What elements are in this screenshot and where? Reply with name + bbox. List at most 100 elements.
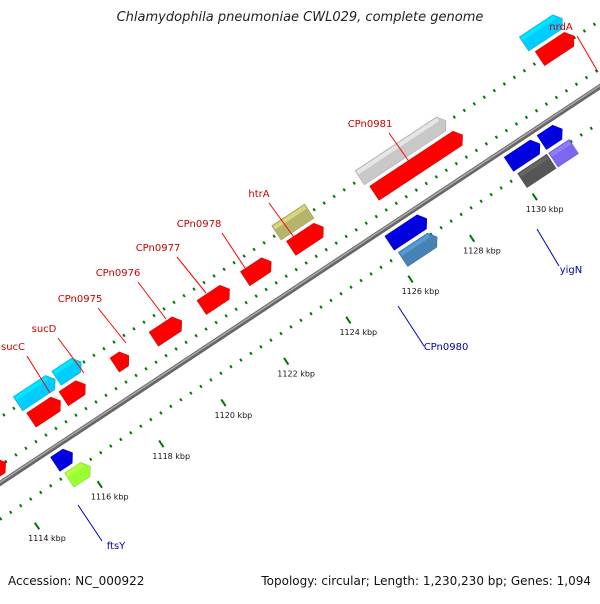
- tick-mark: [531, 192, 538, 201]
- gene-feature: [503, 139, 541, 172]
- tick-label: 1122 kbp: [277, 369, 315, 378]
- gene-feature: [369, 130, 463, 201]
- map-title: Chlamydophila pneumoniae CWL029, complet…: [116, 10, 484, 25]
- gene-label: sucD: [32, 324, 57, 335]
- gene-feature-body: [50, 448, 73, 472]
- gene-label-leader: [77, 504, 103, 542]
- gene-feature-highlight: [520, 15, 556, 41]
- gene-feature-highlight: [150, 317, 175, 336]
- gene-feature-body: [518, 14, 563, 52]
- gene-feature-highlight: [518, 155, 549, 178]
- gene-feature: [536, 124, 563, 150]
- gene-feature-highlight: [65, 463, 84, 477]
- gene-feature: [148, 316, 182, 347]
- gene-feature-body: [271, 203, 315, 241]
- gene-feature: [51, 357, 82, 386]
- gene-label-leader: [26, 355, 51, 394]
- tick-label: 1130 kbp: [526, 205, 564, 214]
- gene-feature-body: [58, 380, 86, 407]
- gene-feature-body: [148, 316, 182, 347]
- tick-mark: [96, 480, 103, 489]
- gene-feature: [109, 351, 130, 373]
- gene-label-leader: [397, 305, 425, 347]
- gene-feature: [50, 448, 73, 472]
- gene-feature-highlight: [399, 233, 431, 257]
- gene-label-leader: [57, 337, 85, 374]
- gene-feature-body: [534, 31, 575, 67]
- gene-label-leader: [536, 228, 560, 267]
- tick-label: 1128 kbp: [463, 246, 501, 255]
- gene-feature-body: [51, 357, 82, 386]
- gene-feature-body: [548, 139, 579, 168]
- gene-feature-body: [517, 153, 557, 189]
- gene-feature-body: [26, 396, 61, 428]
- gene-feature: [548, 139, 579, 168]
- tick-mark: [468, 234, 476, 243]
- position-ticks: 1114 kbp 1116 kbp 1118 kbp 1120 kbp 1122 kbp…: [28, 192, 564, 543]
- tick-label: 1116 kbp: [91, 493, 129, 502]
- gene-label: CPn0978: [177, 219, 222, 230]
- gene-feature: [240, 257, 272, 287]
- tick-mark: [158, 439, 165, 448]
- gene-label: ftsY: [107, 541, 126, 552]
- gene-feature-highlight: [371, 131, 456, 190]
- tick-label: 1126 kbp: [402, 287, 440, 296]
- gene-label-leader: [176, 256, 207, 294]
- gene-feature-highlight: [550, 140, 572, 157]
- gene-label-leader: [268, 202, 297, 241]
- gene-feature: [286, 222, 324, 256]
- tick-mark: [34, 522, 41, 530]
- gene-feature: [517, 153, 557, 189]
- accession-text: Accession: NC_000922: [8, 574, 145, 588]
- gene-label: nrdA: [549, 22, 573, 33]
- gene-feature-highlight: [505, 140, 533, 161]
- gene-feature-highlight: [28, 397, 54, 417]
- gene-label: yigN: [560, 265, 583, 276]
- gene-label: CPn0976: [96, 268, 141, 279]
- gene-feature-body: [384, 214, 428, 251]
- gene-feature-highlight: [241, 258, 265, 276]
- gene-feature-body: [0, 459, 6, 477]
- tick-mark: [283, 357, 290, 366]
- gene-feature-body: [354, 116, 447, 186]
- gene-feature: [0, 459, 6, 477]
- gene-label-leader: [97, 307, 127, 344]
- gene-feature-highlight: [111, 352, 122, 362]
- gene-feature-highlight: [53, 358, 75, 375]
- gene-feature: [64, 462, 91, 488]
- gene-label: CPn0980: [424, 342, 469, 353]
- gene-feature: [397, 232, 438, 267]
- gene-label-leader: [388, 132, 416, 171]
- gene-labels: sucC sucD CPn0975 CPn0976 CPn0977 CPn0978 htrA…: [1, 22, 599, 552]
- gene-feature-highlight: [386, 215, 420, 240]
- gene-label: htrA: [248, 189, 269, 200]
- gene-feature-body: [536, 124, 563, 150]
- gene-feature: [518, 14, 563, 52]
- tick-label: 1124 kbp: [339, 328, 377, 337]
- gene-label: sucC: [1, 342, 25, 353]
- gene-feature: [384, 214, 428, 251]
- gene-label-leader: [137, 281, 167, 320]
- tick-label: 1114 kbp: [28, 534, 66, 543]
- gene-feature-body: [397, 232, 438, 267]
- gene-feature-highlight: [51, 449, 66, 461]
- gene-feature-highlight: [14, 376, 49, 401]
- gene-features: [0, 14, 579, 488]
- tick-mark: [345, 316, 352, 325]
- gene-label: CPn0981: [348, 119, 393, 130]
- gene-feature-body: [369, 130, 463, 201]
- gene-feature-highlight: [287, 224, 317, 245]
- gene-feature: [26, 396, 61, 428]
- gene-feature-body: [286, 222, 324, 256]
- gene-label: CPn0975: [58, 294, 103, 305]
- tick-label: 1120 kbp: [215, 411, 253, 420]
- tick-mark: [220, 398, 227, 407]
- gene-label-leader: [576, 35, 599, 73]
- tick-mark: [407, 275, 414, 283]
- gene-label-leader: [221, 232, 246, 269]
